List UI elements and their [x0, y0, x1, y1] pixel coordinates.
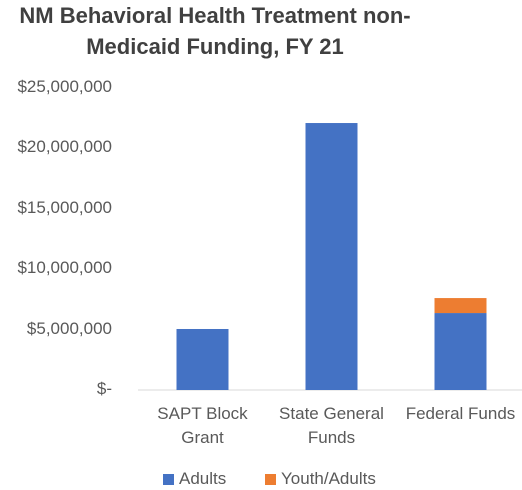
- legend-swatch: [163, 474, 174, 485]
- bar-segment: [434, 313, 487, 390]
- y-tick-label: $10,000,000: [17, 258, 112, 278]
- y-tick-label: $15,000,000: [17, 197, 112, 217]
- legend-label: Adults: [179, 469, 227, 488]
- bar-segment: [305, 123, 358, 391]
- x-tick-label: State General Funds: [279, 404, 384, 447]
- x-tick-label: Federal Funds: [405, 404, 516, 423]
- bar-segment: [434, 298, 487, 314]
- legend-label: Youth/Adults: [281, 469, 376, 488]
- chart-title: NM Behavioral Health Treatment non-Medic…: [19, 3, 411, 59]
- y-tick-label: $5,000,000: [26, 318, 112, 338]
- bar-segment: [176, 328, 229, 390]
- legend-swatch: [265, 474, 276, 485]
- x-tick-label: SAPT Block Grant: [157, 404, 248, 447]
- y-tick-label: $-: [96, 379, 112, 398]
- y-tick-label: $25,000,000: [17, 77, 112, 96]
- y-tick-label: $20,000,000: [17, 137, 112, 157]
